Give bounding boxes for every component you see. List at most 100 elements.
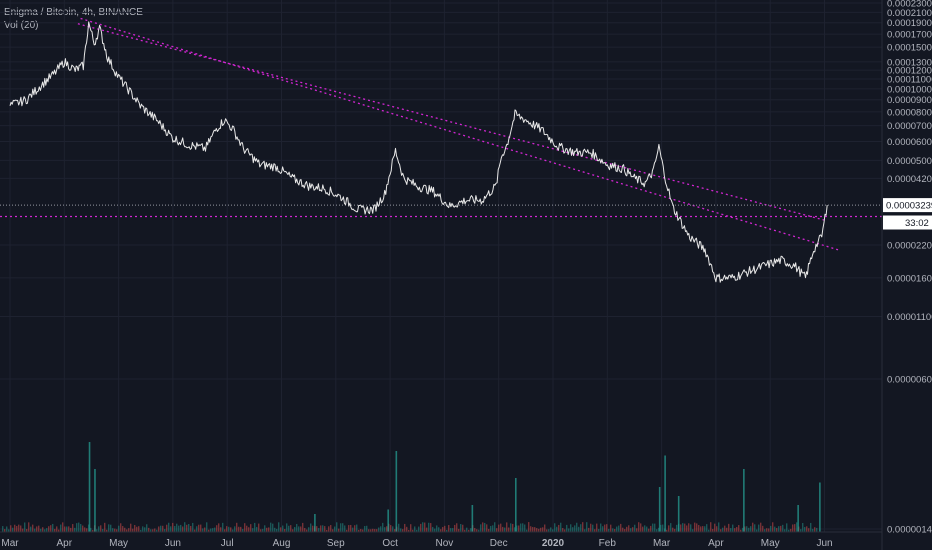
- volume-bar: [724, 525, 726, 532]
- volume-bar: [312, 525, 314, 532]
- volume-bar: [116, 529, 118, 532]
- countdown-label: 33:02: [905, 218, 929, 229]
- volume-bar: [642, 526, 644, 532]
- volume-bar: [470, 528, 472, 532]
- volume-bar: [716, 526, 718, 532]
- volume-bar: [536, 528, 538, 532]
- volume-bar: [74, 527, 76, 532]
- volume-bar: [743, 469, 745, 532]
- volume-bar: [210, 528, 212, 532]
- volume-bar: [580, 524, 582, 532]
- volume-bar: [432, 526, 434, 532]
- volume-bar: [262, 528, 264, 532]
- volume-bar: [30, 526, 32, 532]
- volume-bar: [666, 529, 668, 532]
- volume-bar: [552, 529, 554, 532]
- volume-bar: [602, 526, 604, 532]
- volume-bar: [356, 524, 358, 532]
- volume-bar: [228, 526, 230, 532]
- volume-bar: [410, 524, 412, 532]
- volume-bar: [790, 528, 792, 532]
- volume-bar: [744, 526, 746, 532]
- volume-bar: [760, 522, 762, 532]
- volume-bar: [92, 529, 94, 532]
- volume-bar: [624, 529, 626, 532]
- volume-bar: [380, 526, 382, 532]
- volume-bar: [406, 526, 408, 532]
- volume-bar: [740, 529, 742, 532]
- volume-bar: [192, 522, 194, 532]
- volume-bar: [574, 525, 576, 532]
- volume-bar: [516, 525, 518, 532]
- volume-bar: [566, 524, 568, 532]
- volume-bar: [819, 482, 821, 532]
- volume-bar: [76, 523, 78, 532]
- volume-bar: [202, 528, 204, 532]
- volume-bar: [314, 514, 316, 532]
- volume-bar: [628, 525, 630, 532]
- volume-bar: [218, 523, 220, 532]
- volume-bar: [558, 524, 560, 532]
- volume-bar: [660, 524, 662, 532]
- volume-bar: [588, 527, 590, 532]
- volume-bar: [450, 528, 452, 532]
- volume-bar: [226, 526, 228, 532]
- x-tick-label: Sep: [327, 538, 345, 549]
- volume-bar: [382, 522, 384, 532]
- volume-bar: [162, 525, 164, 532]
- volume-bar: [606, 524, 608, 532]
- volume-bar: [772, 522, 774, 532]
- volume-bar: [14, 524, 16, 532]
- volume-bar: [280, 527, 282, 532]
- volume-bar: [290, 525, 292, 532]
- volume-bar: [358, 529, 360, 532]
- volume-bar: [414, 526, 416, 532]
- volume-bar: [494, 522, 496, 532]
- volume-bar: [246, 525, 248, 532]
- volume-bar: [282, 525, 284, 532]
- volume-bar: [448, 525, 450, 532]
- volume-bar: [188, 523, 190, 532]
- volume-bar: [530, 526, 532, 532]
- volume-bar: [86, 528, 88, 532]
- volume-bar: [718, 522, 720, 532]
- volume-bars: [2, 442, 821, 532]
- volume-bar: [240, 526, 242, 532]
- volume-bar: [462, 524, 464, 532]
- volume-bar: [46, 528, 48, 532]
- volume-bar: [544, 524, 546, 532]
- volume-bar: [370, 529, 372, 532]
- volume-bar: [702, 526, 704, 532]
- volume-bar: [387, 509, 389, 532]
- volume-bar: [626, 526, 628, 532]
- volume-bar: [166, 524, 168, 532]
- trendline: [77, 23, 825, 221]
- volume-bar: [722, 527, 724, 532]
- price-series-line: [9, 21, 828, 283]
- volume-bar: [520, 523, 522, 532]
- volume-bar: [232, 529, 234, 532]
- volume-bar: [52, 523, 54, 532]
- volume-bar: [776, 528, 778, 532]
- volume-bar: [540, 527, 542, 532]
- volume-bar: [658, 527, 660, 532]
- volume-bar: [110, 524, 112, 532]
- volume-bar: [362, 529, 364, 532]
- volume-bar: [236, 522, 238, 532]
- volume-bar: [72, 524, 74, 532]
- volume-bar: [142, 526, 144, 532]
- volume-bar: [797, 505, 799, 532]
- volume-bar: [608, 528, 610, 532]
- volume-bar: [764, 529, 766, 532]
- volume-bar: [104, 522, 106, 532]
- y-tick-label: 0.00001100: [887, 312, 932, 323]
- volume-bar: [420, 523, 422, 532]
- volume-bar: [546, 529, 548, 532]
- volume-bar: [650, 525, 652, 532]
- volume-bar: [174, 526, 176, 532]
- volume-bar: [480, 524, 482, 532]
- volume-bar: [292, 529, 294, 532]
- volume-bar: [260, 529, 262, 532]
